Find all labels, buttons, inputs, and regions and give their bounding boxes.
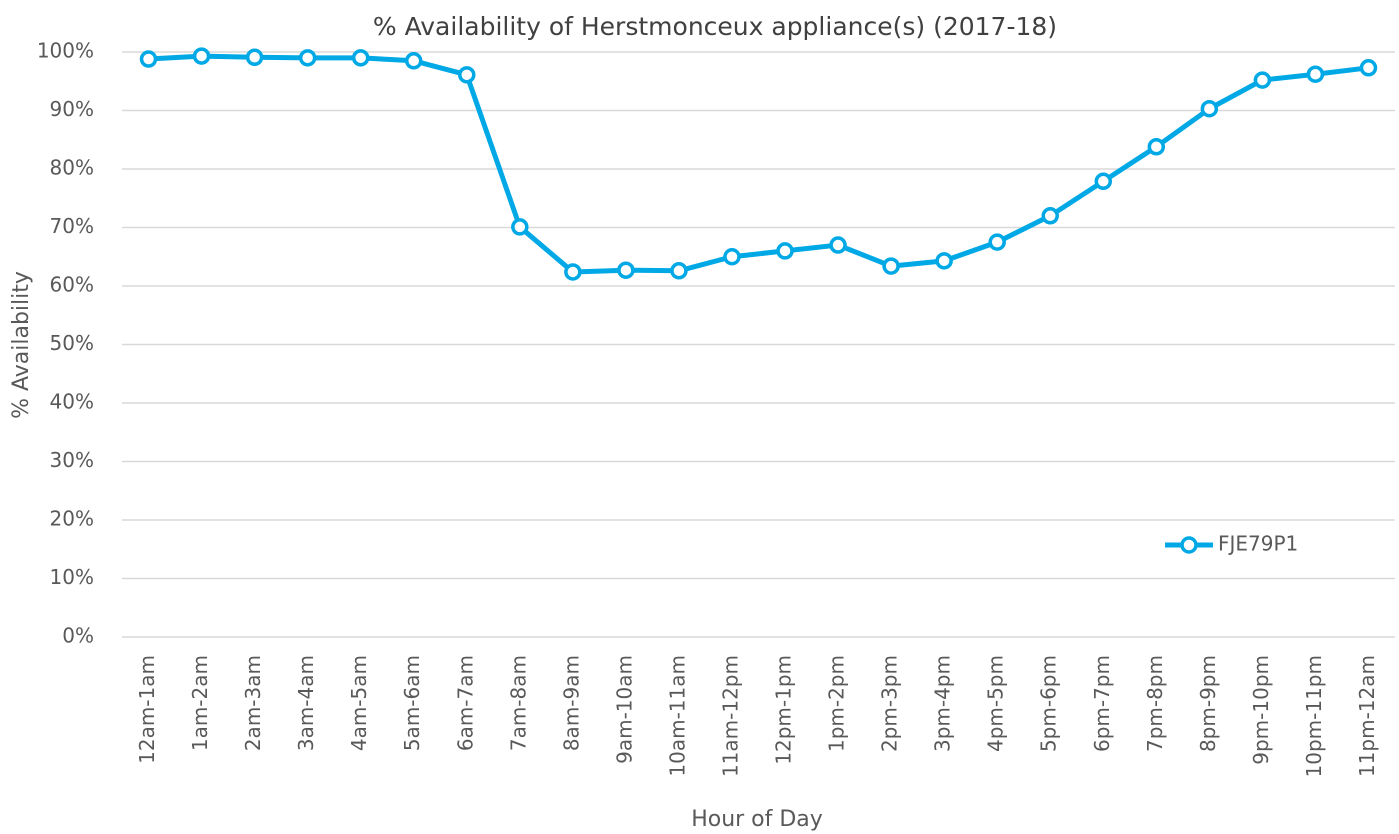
- x-tick-label: 6pm-7pm: [1090, 655, 1114, 752]
- x-tick-label: 11pm-12am: [1355, 655, 1379, 777]
- y-tick-label: 40%: [50, 390, 94, 414]
- chart-title: % Availability of Herstmonceux appliance…: [373, 12, 1057, 41]
- data-point: [139, 50, 158, 68]
- x-tick-label: 8am-9am: [559, 655, 583, 751]
- x-tick-label: 8pm-9pm: [1196, 655, 1220, 752]
- x-tick-label: 7am-8am: [506, 655, 530, 751]
- x-tick-label: 2pm-3pm: [878, 655, 902, 752]
- x-tick-label: 5pm-6pm: [1037, 655, 1061, 752]
- data-point: [192, 47, 211, 65]
- data-point: [1306, 65, 1325, 83]
- x-tick-label: 9am-10am: [612, 655, 636, 764]
- data-point: [1041, 207, 1059, 225]
- y-tick-label: 90%: [50, 97, 94, 121]
- x-axis-title: Hour of Day: [691, 807, 823, 832]
- data-point: [1200, 99, 1219, 118]
- y-axis-title: % Availability: [9, 271, 34, 419]
- x-tick-label: 4pm-5pm: [984, 655, 1008, 752]
- x-tick-label: 7pm-8pm: [1143, 655, 1167, 752]
- data-line: [148, 53, 1369, 275]
- data-point: [404, 52, 423, 70]
- y-tick-label: 10%: [50, 565, 94, 589]
- legend-marker: [1180, 536, 1198, 554]
- x-tick-label: 5am-6am: [400, 655, 424, 751]
- x-tick-label: 1am-2am: [188, 655, 212, 751]
- data-point: [617, 261, 635, 279]
- data-point: [776, 242, 794, 260]
- y-tick-label: 0%: [62, 624, 94, 648]
- y-tick-label: 50%: [50, 331, 94, 355]
- data-point: [458, 66, 476, 84]
- y-tick-label: 80%: [50, 156, 94, 180]
- x-tick-label: 11am-12pm: [718, 655, 742, 777]
- x-tick-label: 1pm-2pm: [825, 655, 849, 752]
- x-tick-label: 12pm-1pm: [772, 655, 796, 765]
- x-tick-label: 12am-1am: [135, 655, 159, 764]
- data-point: [564, 263, 582, 281]
- legend-label: FJE79P1: [1218, 532, 1298, 556]
- data-point: [245, 48, 264, 67]
- x-tick-label: 9pm-10pm: [1249, 655, 1273, 765]
- y-tick-label: 60%: [50, 273, 94, 297]
- y-tick-label: 100%: [37, 39, 94, 63]
- x-tick-label: 10pm-11pm: [1302, 655, 1326, 777]
- x-tick-label: 2am-3am: [241, 655, 265, 751]
- data-point: [882, 257, 900, 275]
- x-tick-label: 6am-7am: [453, 655, 477, 751]
- x-tick-label: 3am-4am: [294, 655, 318, 751]
- data-point: [723, 248, 741, 266]
- data-point: [298, 49, 317, 67]
- data-point: [670, 262, 688, 280]
- data-point: [935, 252, 953, 270]
- data-point: [1359, 59, 1378, 77]
- y-tick-label: 20%: [50, 507, 94, 531]
- data-point: [1094, 172, 1113, 191]
- x-tick-label: 3pm-4pm: [931, 655, 955, 752]
- data-point: [351, 49, 370, 67]
- y-tick-label: 70%: [50, 214, 94, 238]
- data-point: [1253, 71, 1272, 89]
- data-point: [1147, 138, 1166, 156]
- data-point: [829, 236, 847, 254]
- x-tick-label: 10am-11am: [665, 655, 689, 777]
- y-tick-label: 30%: [50, 448, 94, 472]
- data-point: [511, 218, 529, 236]
- x-tick-label: 4am-5am: [347, 655, 371, 751]
- data-point: [988, 233, 1006, 251]
